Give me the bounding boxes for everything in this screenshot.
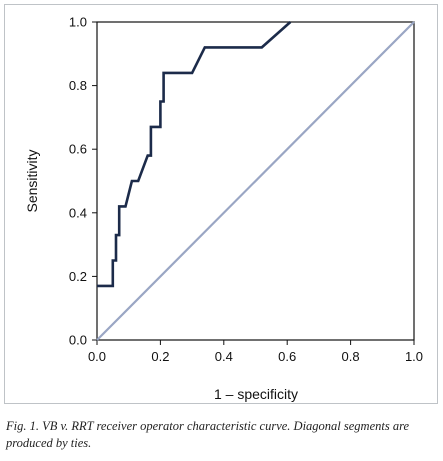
x-tick-label: 1.0: [405, 349, 423, 364]
y-tick-label: 0.4: [69, 205, 87, 220]
plot-area: [96, 21, 415, 341]
y-tick-label: 0.8: [69, 78, 87, 93]
figure-caption: Fig. 1. VB v. RRT receiver operator char…: [6, 419, 410, 450]
roc-curve-line: [97, 21, 292, 288]
x-axis-title: 1 – specificity: [214, 386, 298, 402]
y-tick-label: 0.2: [69, 269, 87, 284]
roc-chart: 0.0 0.2 0.4 0.6 0.8 1.0 0.0 0.2 0.4 0.6 0.8 1.0 1 –…: [24, 15, 423, 403]
y-axis-title: Sensitivity: [24, 149, 40, 212]
reference-diagonal-line: [96, 21, 415, 341]
y-tick-label: 1.0: [69, 15, 87, 30]
figure-frame: [4, 4, 438, 404]
x-tick-label: 0.6: [278, 349, 296, 364]
chart-axes: 0.0 0.2 0.4 0.6 0.8 1.0 0.0 0.2 0.4 0.6 0.8 1.0: [69, 15, 423, 365]
x-tick-label: 0.8: [342, 349, 360, 364]
x-tick-label: 0.4: [215, 349, 233, 364]
y-tick-label: 0.6: [69, 142, 87, 157]
x-tick-label: 0.0: [88, 349, 106, 364]
y-tick-label: 0.0: [69, 333, 87, 348]
plot-border: [96, 21, 415, 341]
x-tick-label: 0.2: [151, 349, 169, 364]
